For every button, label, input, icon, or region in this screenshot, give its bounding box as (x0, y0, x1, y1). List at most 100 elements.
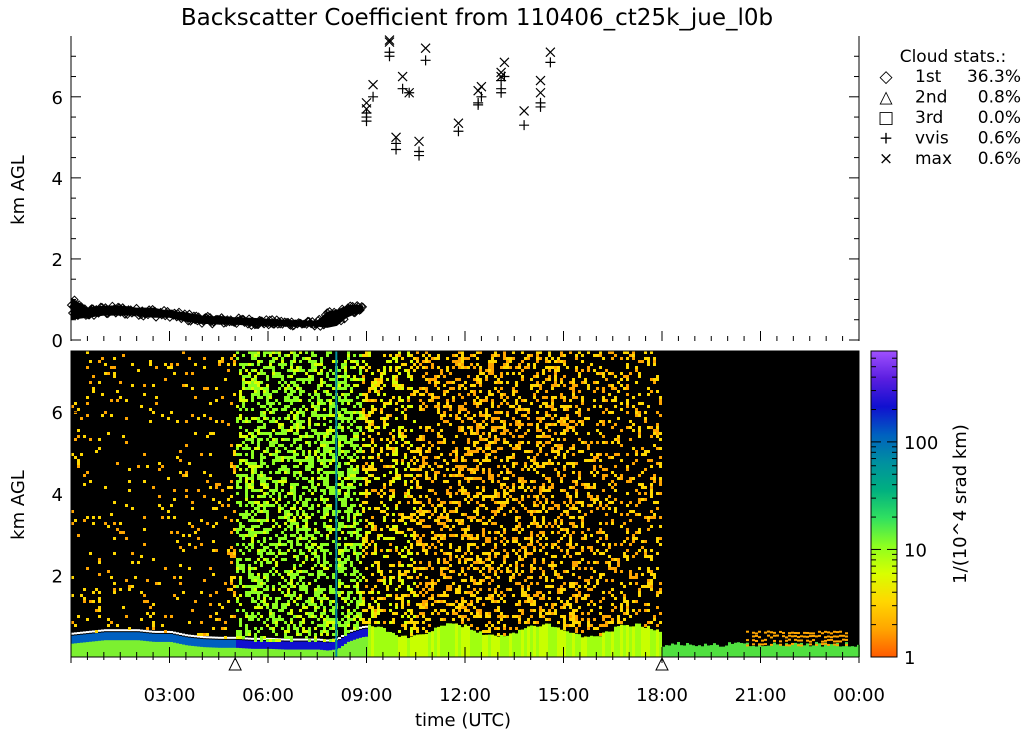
aerosol-layer-cell (161, 634, 164, 657)
noise-cell (323, 471, 326, 474)
noise-cell (263, 546, 266, 549)
noise-cell (560, 513, 563, 516)
aerosol-layer-cell (296, 642, 299, 657)
noise-cell (74, 456, 77, 459)
noise-cell (545, 489, 548, 492)
noise-cell (323, 414, 326, 417)
noise-cell (269, 420, 272, 423)
noise-cell (479, 609, 482, 612)
noise-cell (365, 537, 368, 540)
cloud-base-cell (203, 639, 206, 648)
max-point (420, 43, 431, 54)
noise-cell (515, 564, 518, 567)
cloud-base-cell (320, 641, 323, 650)
noise-cell (293, 384, 296, 387)
noise-cell (131, 585, 134, 588)
noise-cell (311, 363, 314, 366)
cloud-top-cell (125, 629, 128, 632)
noise-cell (296, 540, 299, 543)
noise-cell (437, 411, 440, 414)
noise-cell (305, 372, 308, 375)
noise-cell (281, 360, 284, 363)
legend-label: 1st (915, 67, 942, 87)
noise-cell (500, 402, 503, 405)
noise-cell (419, 573, 422, 576)
noise-cell (359, 504, 362, 507)
noise-cell (245, 408, 248, 411)
noise-cell (266, 438, 269, 441)
noise-cell (539, 597, 542, 600)
noise-cell (239, 426, 242, 429)
noise-cell (296, 426, 299, 429)
noise-cell (362, 492, 365, 495)
top-y-tick-label: 4 (52, 169, 63, 190)
noise-cell (248, 519, 251, 522)
noise-cell (443, 390, 446, 393)
noise-cell (359, 450, 362, 453)
noise-cell (122, 435, 125, 438)
noise-cell (419, 543, 422, 546)
noise-cell (200, 633, 203, 636)
noise-cell (239, 618, 242, 621)
noise-cell (257, 540, 260, 543)
noise-cell (299, 366, 302, 369)
noise-cell (131, 552, 134, 555)
noise-cell (467, 441, 470, 444)
noise-cell (395, 531, 398, 534)
noise-cell (191, 525, 194, 528)
noise-cell (173, 489, 176, 492)
noise-cell (86, 396, 89, 399)
aerosol-layer-cell (245, 641, 248, 657)
noise-cell (389, 471, 392, 474)
noise-cell (380, 408, 383, 411)
noise-cell (293, 576, 296, 579)
noise-cell (92, 387, 95, 390)
noise-cell (248, 543, 251, 546)
noise-cell (476, 477, 479, 480)
noise-cell (296, 414, 299, 417)
noise-cell (275, 621, 278, 624)
noise-cell (290, 444, 293, 447)
noise-cell (344, 453, 347, 456)
noise-cell (170, 363, 173, 366)
noise-cell (323, 477, 326, 480)
noise-cell (287, 594, 290, 597)
noise-cell (527, 588, 530, 591)
noise-cell (323, 447, 326, 450)
noise-cell (551, 462, 554, 465)
noise-cell (110, 513, 113, 516)
aerosol-layer-cell (140, 633, 143, 657)
noise-cell (161, 414, 164, 417)
noise-cell (512, 351, 515, 354)
noise-cell (269, 537, 272, 540)
noise-cell (518, 477, 521, 480)
noise-cell (296, 384, 299, 387)
noise-cell (533, 459, 536, 462)
noise-cell (395, 462, 398, 465)
noise-cell (488, 441, 491, 444)
noise-cell (359, 573, 362, 576)
noise-cell (230, 465, 233, 468)
noise-cell (446, 420, 449, 423)
noise-cell (473, 606, 476, 609)
cloud-base-cell (182, 636, 185, 645)
noise-cell (410, 486, 413, 489)
noise-cell (326, 534, 329, 537)
noise-cell (548, 591, 551, 594)
noise-cell (503, 555, 506, 558)
noise-cell (491, 474, 494, 477)
noise-cell (365, 426, 368, 429)
noise-cell (515, 561, 518, 564)
noise-cell (515, 498, 518, 501)
noise-cell (293, 354, 296, 357)
noise-cell (278, 504, 281, 507)
noise-cell (377, 381, 380, 384)
noise-cell (419, 522, 422, 525)
noise-cell (314, 450, 317, 453)
noise-cell (341, 366, 344, 369)
noise-cell (233, 528, 236, 531)
noise-cell (275, 375, 278, 378)
cloud-base-cell (365, 628, 368, 637)
noise-cell (245, 612, 248, 615)
noise-cell (563, 423, 566, 426)
